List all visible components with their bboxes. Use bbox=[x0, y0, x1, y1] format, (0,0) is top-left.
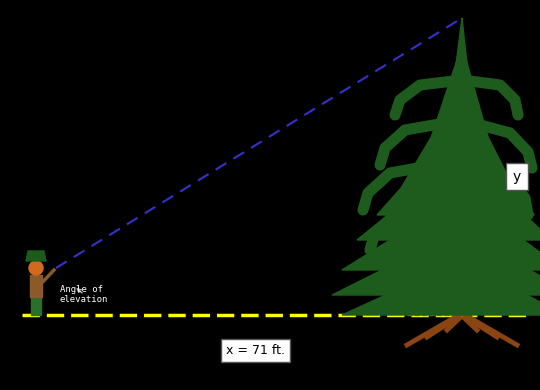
Text: Angle of
elevation: Angle of elevation bbox=[60, 285, 109, 305]
Polygon shape bbox=[357, 155, 540, 240]
Text: y: y bbox=[513, 170, 521, 184]
Bar bbox=[30, 275, 42, 297]
Polygon shape bbox=[332, 230, 540, 295]
Bar bbox=[407, 270, 457, 315]
Text: x = 71 ft.: x = 71 ft. bbox=[226, 344, 285, 356]
Bar bbox=[31, 297, 41, 315]
Polygon shape bbox=[26, 251, 46, 261]
Bar bbox=[453, 115, 471, 315]
Polygon shape bbox=[342, 260, 540, 315]
Polygon shape bbox=[377, 120, 534, 215]
Circle shape bbox=[29, 261, 43, 275]
Polygon shape bbox=[397, 85, 517, 195]
Polygon shape bbox=[422, 45, 496, 165]
Polygon shape bbox=[444, 18, 477, 158]
Polygon shape bbox=[342, 195, 540, 270]
